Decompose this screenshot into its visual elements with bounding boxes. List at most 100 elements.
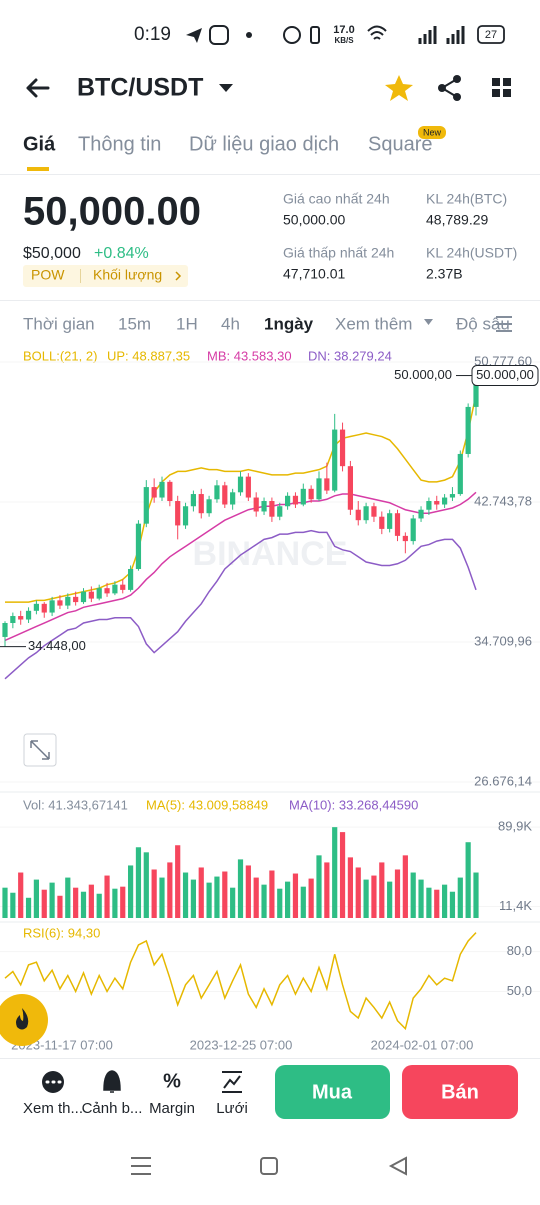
y-tick-label: 50.777,60 (474, 353, 532, 368)
action-label[interactable]: Xem th... (23, 1100, 83, 1117)
volume-bar (300, 886, 306, 918)
volume-bar (96, 893, 102, 918)
interval-active[interactable]: 1ngày (264, 314, 314, 333)
nav-back[interactable] (388, 1156, 407, 1176)
dropdown-arrow (424, 319, 433, 325)
tag-box[interactable] (23, 265, 188, 287)
candle-body (402, 535, 408, 542)
volume-bar (65, 877, 71, 918)
volume-bar (355, 867, 361, 918)
volume-bar (33, 879, 39, 918)
volume-bar (112, 888, 118, 918)
volume-bar (434, 889, 440, 918)
volume-bar (159, 877, 165, 918)
action-icon[interactable] (103, 1070, 121, 1093)
volume-bar (473, 872, 479, 918)
volume-link[interactable]: Khối lượng (93, 267, 162, 283)
chart: BOLL:(21, 2) UP: 48.887,35 MB: 43.583,30… (0, 348, 540, 1052)
back-button[interactable] (26, 78, 50, 98)
sell-label[interactable]: Bán (441, 1081, 479, 1103)
candle-body (285, 495, 291, 507)
stat-label: Giá cao nhất 24h (283, 191, 390, 207)
pair-dropdown[interactable] (219, 84, 233, 92)
icon (209, 25, 229, 45)
tab[interactable]: Dữ liệu giao dịch (189, 133, 339, 155)
buy-label[interactable]: Mua (312, 1081, 353, 1103)
action-label[interactable]: Margin (149, 1100, 195, 1117)
candle-body (214, 485, 220, 500)
volume-bar (143, 852, 149, 918)
volume-bar (387, 881, 393, 918)
tab[interactable]: Giá (23, 133, 56, 155)
favorite-star[interactable] (385, 75, 413, 101)
candle-body (73, 596, 79, 603)
candle-body (418, 509, 424, 519)
volume-bar (292, 873, 299, 918)
boll-legend: UP: 48.887,35 (107, 348, 190, 363)
interval[interactable]: 4h (221, 314, 240, 333)
settings-icon[interactable] (496, 316, 512, 332)
share-button[interactable] (438, 75, 461, 101)
action-label[interactable]: Lưới (216, 1100, 248, 1117)
candle-body (104, 588, 110, 594)
volume-bar (465, 842, 471, 918)
candle-body (151, 487, 157, 498)
volume-legend: MA(10): 33.268,44590 (289, 797, 418, 812)
candle-body (206, 499, 212, 514)
volume-bar (347, 857, 353, 918)
volume-bar (88, 884, 94, 918)
candle-body (10, 616, 16, 624)
candle-body (355, 509, 361, 521)
pair-title[interactable]: BTC/USDT (77, 74, 203, 102)
buy-button[interactable] (275, 1065, 390, 1119)
volume-bar (261, 884, 267, 918)
candle-body (18, 616, 24, 620)
sell-button[interactable] (402, 1065, 518, 1119)
volume-bar (175, 845, 181, 918)
nav-recent[interactable] (131, 1157, 151, 1175)
candle-body (25, 610, 32, 620)
candle-body (57, 600, 63, 606)
volume-bar (371, 875, 377, 918)
nav-home[interactable] (260, 1157, 278, 1175)
tag[interactable]: POW (31, 267, 65, 283)
volume-bar (316, 855, 322, 918)
wifi-icon (367, 25, 387, 40)
interval[interactable]: Độ sâu (456, 314, 510, 333)
layout-button[interactable] (492, 78, 511, 97)
interval[interactable]: Thời gian (23, 314, 95, 333)
bottom-bar: % Xem th... Cảnh b... Margin Lưới Mua Bá… (0, 1058, 540, 1119)
candle-body (80, 591, 87, 603)
volume-bar (104, 875, 110, 918)
candle-body (128, 568, 134, 590)
volume-legend: Vol: 41.343,67141 (23, 797, 128, 812)
volume-bar (285, 881, 291, 918)
action-icon[interactable] (222, 1071, 242, 1093)
volume-bar (2, 887, 8, 918)
stat-label: KL 24h(BTC) (426, 191, 507, 207)
action-label[interactable]: Cảnh b... (82, 1100, 143, 1117)
watermark: BINANCE (193, 535, 348, 573)
fire-icon (16, 1008, 29, 1030)
volume-bar (25, 897, 32, 918)
volume-bar (426, 887, 432, 918)
volume-bar (245, 865, 251, 918)
volume-bar (230, 887, 236, 918)
volume-bar (41, 889, 47, 918)
candle-body (120, 584, 126, 590)
y-tick-label: 11,4K (499, 898, 532, 913)
candle-body (371, 506, 377, 517)
interval[interactable]: 15m (118, 314, 151, 333)
candle-body (387, 513, 393, 529)
action-icon[interactable]: % (163, 1070, 181, 1092)
net-unit: KB/S (334, 36, 354, 45)
last-price-tag: 50.000,00 (476, 367, 534, 382)
candle-body (49, 600, 55, 613)
tab[interactable]: Thông tin (78, 133, 161, 155)
y-tick-label: 50,0 (507, 983, 532, 998)
interval[interactable]: Xem thêm (335, 314, 412, 333)
volume-bar (49, 882, 55, 918)
candle-body (135, 523, 142, 569)
interval[interactable]: 1H (176, 314, 198, 333)
tab[interactable]: Square (368, 133, 433, 155)
